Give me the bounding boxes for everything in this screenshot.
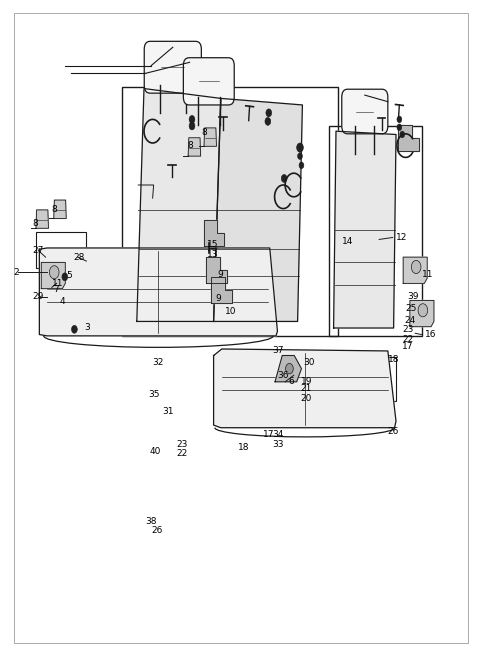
Polygon shape <box>211 277 232 303</box>
Polygon shape <box>410 300 434 327</box>
Text: 23: 23 <box>177 440 188 449</box>
Text: 14: 14 <box>342 237 353 246</box>
Text: 9: 9 <box>217 270 223 279</box>
Text: 3: 3 <box>84 323 90 333</box>
Polygon shape <box>41 262 65 289</box>
Circle shape <box>189 122 195 130</box>
Text: 31: 31 <box>162 407 174 417</box>
Text: 8: 8 <box>187 141 193 150</box>
Polygon shape <box>214 98 302 321</box>
Bar <box>122 87 338 336</box>
Circle shape <box>298 153 302 159</box>
Text: 39: 39 <box>407 292 419 301</box>
Polygon shape <box>36 210 48 228</box>
Polygon shape <box>54 200 66 218</box>
Polygon shape <box>334 131 396 328</box>
Circle shape <box>266 109 272 117</box>
Circle shape <box>297 143 303 152</box>
Text: 10: 10 <box>225 307 236 316</box>
Text: 20: 20 <box>300 394 312 403</box>
Text: 28: 28 <box>73 253 84 262</box>
Polygon shape <box>403 257 427 283</box>
Text: 38: 38 <box>145 517 156 526</box>
Circle shape <box>62 273 68 281</box>
Circle shape <box>49 266 59 279</box>
Text: 17: 17 <box>402 342 414 351</box>
Polygon shape <box>204 128 216 146</box>
Circle shape <box>72 325 77 333</box>
Polygon shape <box>214 349 396 428</box>
Polygon shape <box>275 356 301 382</box>
Text: 36: 36 <box>277 371 289 380</box>
Text: 33: 33 <box>273 440 284 449</box>
Bar <box>36 232 86 268</box>
Text: 8: 8 <box>52 205 58 215</box>
Polygon shape <box>188 138 201 156</box>
Text: 4: 4 <box>60 297 66 306</box>
Text: 9: 9 <box>215 294 221 303</box>
Text: 22: 22 <box>402 335 413 344</box>
Text: 34: 34 <box>273 430 284 439</box>
Polygon shape <box>206 257 227 283</box>
Text: 8: 8 <box>33 218 38 228</box>
Circle shape <box>400 131 405 138</box>
Polygon shape <box>398 125 419 151</box>
Text: 16: 16 <box>425 330 436 339</box>
Text: 11: 11 <box>52 279 63 288</box>
Circle shape <box>411 260 421 274</box>
Circle shape <box>189 115 195 123</box>
Text: 23: 23 <box>402 325 414 334</box>
Text: 25: 25 <box>406 304 417 313</box>
Text: 6: 6 <box>288 377 294 386</box>
Circle shape <box>299 162 304 169</box>
Text: 37: 37 <box>273 346 284 356</box>
Circle shape <box>265 117 271 125</box>
Text: 8: 8 <box>202 128 207 137</box>
Circle shape <box>397 124 402 131</box>
Text: 26: 26 <box>151 525 163 535</box>
Text: 29: 29 <box>33 292 44 301</box>
Polygon shape <box>39 248 277 336</box>
Circle shape <box>286 363 293 374</box>
Text: 2: 2 <box>13 268 19 277</box>
Text: 17: 17 <box>263 430 275 439</box>
Text: 27: 27 <box>33 246 44 255</box>
Text: 40: 40 <box>150 447 161 456</box>
Text: 5: 5 <box>66 271 72 280</box>
Polygon shape <box>137 89 221 321</box>
Bar <box>345 357 396 401</box>
Text: 26: 26 <box>388 427 399 436</box>
Text: 11: 11 <box>422 270 434 279</box>
Text: 24: 24 <box>404 316 415 325</box>
Bar <box>329 126 422 336</box>
Text: 35: 35 <box>148 390 159 400</box>
Text: 19: 19 <box>301 377 313 386</box>
Circle shape <box>418 304 428 317</box>
Text: 21: 21 <box>300 384 312 393</box>
Text: 22: 22 <box>177 449 188 459</box>
Text: 12: 12 <box>396 233 408 242</box>
Text: 7: 7 <box>53 285 59 295</box>
Polygon shape <box>204 220 224 246</box>
Text: 30: 30 <box>303 358 315 367</box>
Circle shape <box>281 174 287 182</box>
Text: 32: 32 <box>153 358 164 367</box>
Text: 13: 13 <box>207 250 219 259</box>
FancyBboxPatch shape <box>342 89 388 134</box>
FancyBboxPatch shape <box>183 58 234 105</box>
Text: 18: 18 <box>388 355 399 364</box>
Text: 15: 15 <box>207 239 219 249</box>
FancyBboxPatch shape <box>144 41 202 93</box>
Circle shape <box>397 116 402 123</box>
Text: 18: 18 <box>238 443 249 452</box>
